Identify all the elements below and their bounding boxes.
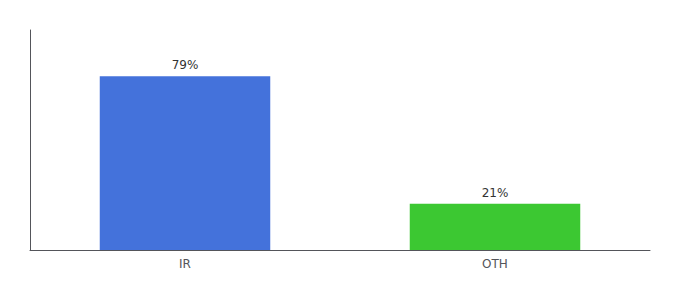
svg-text:IR: IR — [179, 257, 191, 271]
svg-text:21%: 21% — [482, 186, 509, 200]
svg-text:OTH: OTH — [482, 257, 508, 271]
svg-text:79%: 79% — [172, 58, 199, 72]
